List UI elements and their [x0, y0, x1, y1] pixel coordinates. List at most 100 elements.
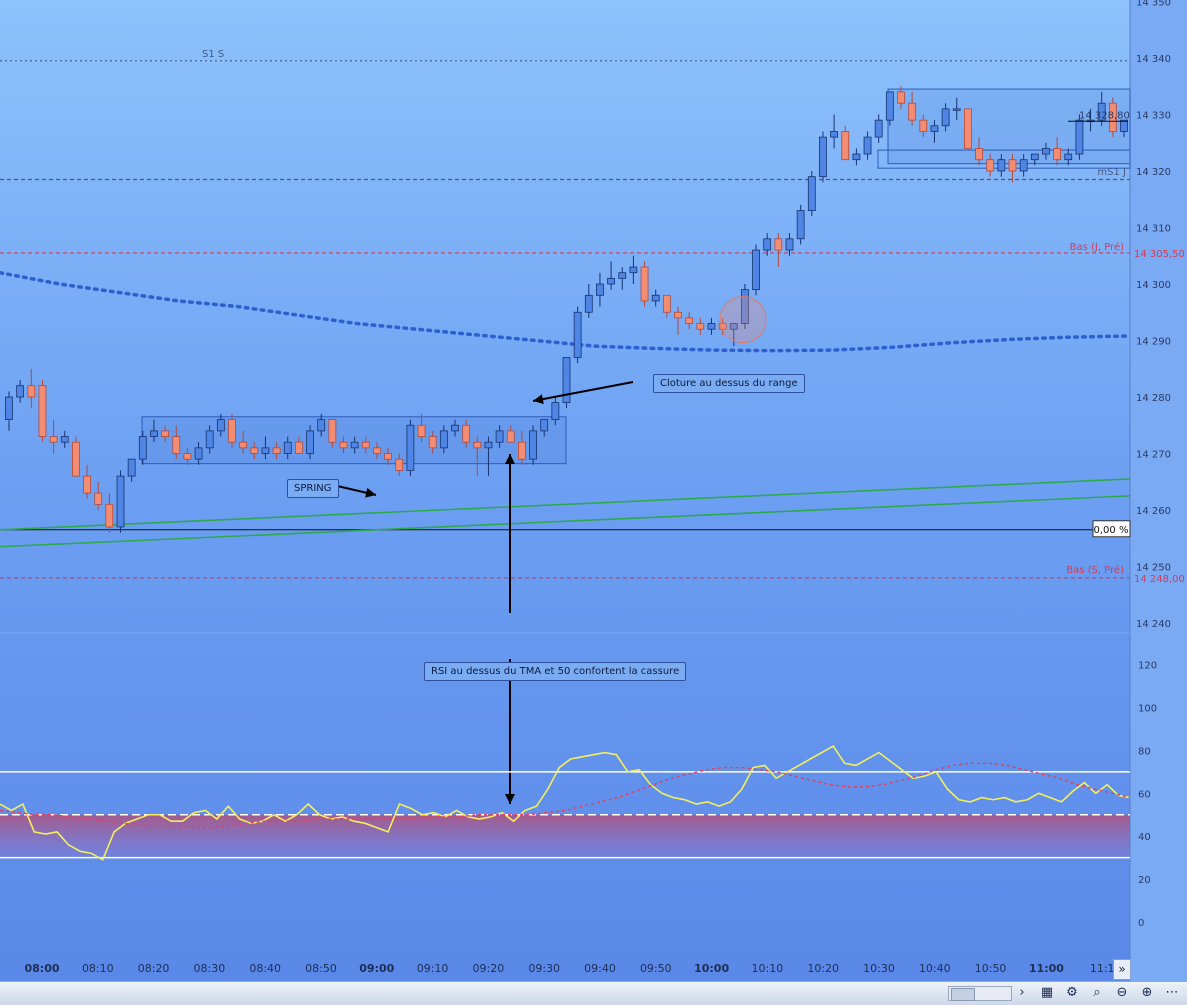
price-tick-label: 14 350 — [1136, 0, 1171, 9]
annotation-close-above-range[interactable]: Cloture au dessus du range — [653, 374, 805, 393]
price-tick-label: 14 280 — [1136, 393, 1171, 404]
bearish-candle — [685, 317, 694, 324]
trend-line — [0, 495, 1131, 548]
bullish-candle — [952, 108, 961, 111]
bearish-candle — [428, 436, 437, 449]
zoom-fit-icon[interactable]: ⌕ — [1093, 985, 1101, 1000]
bearish-candle — [105, 503, 114, 528]
bearish-candle — [339, 441, 348, 449]
bullish-candle — [540, 419, 549, 432]
bullish-candle — [1019, 159, 1028, 172]
bullish-candle — [216, 419, 225, 432]
annotation-rsi-confirmation[interactable]: RSI au dessus du TMA et 50 confortent la… — [424, 662, 687, 681]
bearish-candle — [373, 447, 381, 454]
bearish-candle — [462, 424, 471, 443]
bullish-candle — [807, 176, 816, 211]
price-tick-label: 14 240 — [1136, 619, 1171, 630]
time-tick-label: 09:20 — [473, 962, 505, 975]
time-tick-label: 09:30 — [528, 962, 560, 975]
price-axis-background — [1130, 0, 1187, 981]
price-level-label: 14 248,00 — [1134, 574, 1185, 585]
time-tick-label: 11:00 — [1029, 962, 1064, 975]
time-tick-label: 10:10 — [752, 962, 784, 975]
bullish-candle — [796, 210, 805, 240]
bullish-candle — [194, 447, 203, 460]
price-tick-label: 14 300 — [1136, 280, 1171, 291]
bullish-candle — [584, 294, 593, 313]
annotation-spring[interactable]: SPRING — [287, 479, 339, 498]
bearish-candle — [696, 323, 705, 330]
time-tick-label: 08:50 — [305, 962, 337, 975]
arrow-spring-head — [365, 487, 376, 498]
bearish-candle — [986, 159, 995, 172]
price-level-label: 14 305,50 — [1134, 249, 1185, 260]
bullish-candle — [138, 436, 147, 460]
rsi-tick-label: 0 — [1138, 918, 1144, 929]
bearish-candle — [328, 419, 337, 443]
scrollbar-thumb[interactable] — [951, 988, 975, 1001]
bearish-candle — [518, 441, 526, 460]
price-tick-label: 14 260 — [1136, 506, 1171, 517]
bullish-candle — [707, 323, 716, 330]
bullish-candle — [205, 430, 214, 449]
rsi-tick-label: 20 — [1138, 875, 1151, 886]
bearish-candle — [919, 119, 928, 132]
bearish-candle — [1108, 102, 1117, 132]
bearish-candle — [1053, 147, 1061, 161]
bullish-candle — [729, 323, 738, 330]
bearish-candle — [38, 385, 47, 437]
bearish-candle — [83, 475, 91, 494]
bearish-candle — [228, 419, 236, 443]
percent-label: 0,00 % — [1094, 525, 1129, 536]
price-tick-label: 14 310 — [1136, 224, 1171, 235]
price-tick-label: 14 340 — [1136, 54, 1171, 65]
highlight-circle — [719, 296, 767, 344]
bullish-candle — [306, 430, 314, 454]
bullish-candle — [5, 396, 13, 421]
bearish-candle — [27, 385, 36, 398]
accumulation-range-box — [141, 416, 567, 465]
time-tick-label: 08:20 — [138, 962, 170, 975]
bullish-candle — [1030, 153, 1039, 161]
bullish-candle — [150, 430, 158, 437]
bullish-candle — [941, 108, 950, 127]
time-tick-label: 08:30 — [194, 962, 226, 975]
time-tick-label: 11:1 — [1090, 962, 1115, 975]
bullish-candle — [852, 153, 861, 161]
rsi-moving-average-line — [0, 762, 1131, 829]
bearish-candle — [417, 424, 426, 437]
arrow-breakout-up-head — [505, 454, 515, 464]
more-options-icon[interactable]: ⋯ — [1165, 985, 1179, 1000]
chart-settings-icon[interactable]: ⚙ — [1066, 985, 1078, 1000]
bullish-candle — [763, 238, 772, 251]
time-tick-label: 10:30 — [863, 962, 895, 975]
rsi-panel — [0, 745, 1131, 861]
bullish-candle — [484, 441, 493, 449]
expand-chart-button[interactable]: » — [1113, 959, 1131, 980]
bearish-candle — [718, 323, 727, 330]
scroll-right-icon[interactable]: › — [1019, 985, 1025, 1000]
bullish-candle — [283, 441, 292, 454]
bullish-candle — [60, 436, 69, 443]
percent-label-box — [1092, 520, 1131, 538]
bullish-candle — [495, 430, 504, 443]
bullish-candle — [930, 125, 939, 132]
color-palette-icon[interactable]: ▦ — [1040, 985, 1054, 1000]
zoom-out-icon[interactable]: ⊖ — [1116, 985, 1128, 1000]
bullish-candle — [406, 424, 415, 471]
bullish-candle — [439, 430, 448, 449]
bullish-candle — [317, 419, 326, 432]
bullish-candle — [596, 283, 604, 296]
axes: 14 350 14 340 14 330 14 320 14 310 14 300 14 2… — [24, 0, 1184, 975]
bearish-candle — [239, 441, 248, 449]
bullish-candle — [127, 458, 136, 477]
price-tick-label: 14 290 — [1136, 337, 1171, 348]
bearish-candle — [975, 147, 983, 161]
bullish-candle — [830, 131, 838, 138]
moving-average-line — [0, 270, 1132, 353]
horizontal-scrollbar[interactable] — [948, 986, 1012, 1001]
bullish-candle — [451, 424, 459, 432]
bearish-candle — [1008, 159, 1017, 172]
zoom-in-icon[interactable]: ⊕ — [1141, 985, 1153, 1000]
